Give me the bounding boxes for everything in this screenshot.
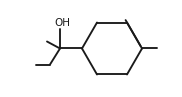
Text: OH: OH (54, 18, 70, 28)
